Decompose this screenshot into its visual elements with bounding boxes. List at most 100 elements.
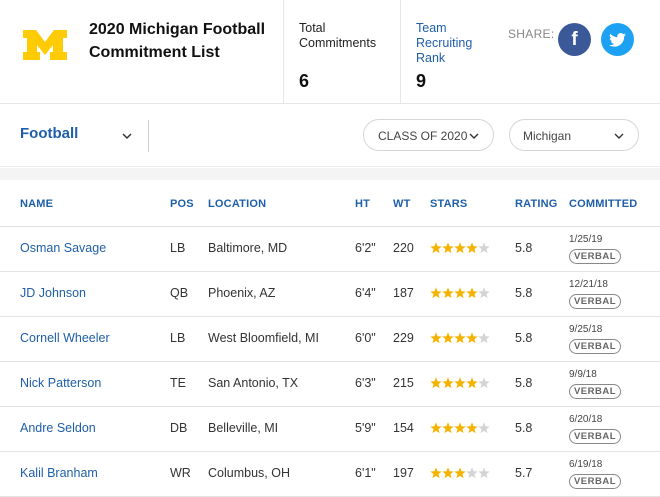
chevron-down-icon [469,133,479,139]
player-location: Baltimore, MD [208,241,288,255]
section-gap [0,168,660,180]
chevron-down-icon [614,133,624,139]
michigan-block-m-logo [23,30,67,60]
commit-date: 12/21/18 [569,279,608,290]
player-location: West Bloomfield, MI [208,331,319,345]
star-filled-icon [466,287,478,299]
class-year-value: CLASS OF 2020 [378,129,468,143]
total-commitments-value: 6 [299,71,310,91]
star-filled-icon [466,332,478,344]
player-name-link[interactable]: Andre Seldon [20,421,96,435]
player-rating: 5.8 [515,421,533,435]
status-badge: VERBAL [569,474,621,489]
page-title: 2020 Michigan Football Commitment List [89,21,266,61]
sport-dropdown[interactable]: Football [20,125,79,142]
star-rating [430,467,490,479]
star-filled-icon [454,287,466,299]
player-rating: 5.8 [515,331,533,345]
status-badge: VERBAL [569,249,621,264]
player-weight: 229 [393,331,414,345]
star-filled-icon [454,242,466,254]
column-header-committed[interactable]: COMMITTED [569,198,638,210]
column-header-ht[interactable]: HT [355,198,371,210]
filter-bar: Football CLASS OF 2020 Michigan [0,105,660,167]
player-weight: 215 [393,376,414,390]
player-name-link[interactable]: Nick Patterson [20,376,102,390]
player-height: 6'3" [355,376,376,390]
star-filled-icon [466,377,478,389]
star-filled-icon [454,332,466,344]
player-name-link[interactable]: Osman Savage [20,241,107,255]
star-empty-icon [478,422,490,434]
star-filled-icon [442,467,454,479]
table-row: Osman Savage LB Baltimore, MD 6'2" 220 5… [0,227,660,272]
column-header-location[interactable]: LOCATION [208,198,267,210]
player-location: Phoenix, AZ [208,286,276,300]
star-filled-icon [442,422,454,434]
team-recruiting-rank-link[interactable]: Team Recruiting Rank [416,21,473,65]
player-name-link[interactable]: Cornell Wheeler [20,331,110,345]
column-header-rating[interactable]: RATING [515,198,558,210]
chevron-down-icon[interactable] [121,130,133,142]
star-empty-icon [466,467,478,479]
star-filled-icon [430,242,442,254]
star-filled-icon [430,287,442,299]
star-empty-icon [478,377,490,389]
table-row: Kalil Branham WR Columbus, OH 6'1" 197 5… [0,452,660,497]
column-header-wt[interactable]: WT [393,198,411,210]
star-rating [430,287,490,299]
star-filled-icon [430,467,442,479]
table-row: Andre Seldon DB Belleville, MI 5'9" 154 … [0,407,660,452]
star-rating [430,422,490,434]
star-filled-icon [454,422,466,434]
filter-divider [148,120,149,152]
star-filled-icon [466,422,478,434]
player-height: 6'4" [355,286,376,300]
column-header-pos[interactable]: POS [170,198,194,210]
player-height: 6'0" [355,331,376,345]
star-filled-icon [454,377,466,389]
column-header-name[interactable]: NAME [20,198,54,210]
player-height: 6'1" [355,466,376,480]
star-filled-icon [442,287,454,299]
column-header-stars[interactable]: STARS [430,198,468,210]
player-position: WR [170,466,191,480]
commit-date: 6/20/18 [569,414,603,425]
star-filled-icon [454,467,466,479]
class-year-select[interactable]: CLASS OF 2020 [363,119,494,151]
facebook-icon: f [571,28,578,50]
status-badge: VERBAL [569,384,621,399]
star-filled-icon [442,377,454,389]
player-name-link[interactable]: JD Johnson [20,286,87,300]
star-filled-icon [430,422,442,434]
player-name-link[interactable]: Kalil Branham [20,466,98,480]
player-location: San Antonio, TX [208,376,299,390]
player-position: QB [170,286,189,300]
commit-date: 6/19/18 [569,459,603,470]
player-rating: 5.8 [515,241,533,255]
player-location: Columbus, OH [208,466,290,480]
header-divider [283,0,284,104]
player-position: DB [170,421,188,435]
star-rating [430,242,490,254]
status-badge: VERBAL [569,294,621,309]
share-label: SHARE: [508,27,555,41]
star-filled-icon [466,242,478,254]
table-row: Cornell Wheeler LB West Bloomfield, MI 6… [0,317,660,362]
star-filled-icon [442,242,454,254]
player-height: 5'9" [355,421,376,435]
player-weight: 220 [393,241,414,255]
status-badge: VERBAL [569,429,621,444]
star-rating [430,377,490,389]
player-position: TE [170,376,186,390]
team-select[interactable]: Michigan [509,119,639,151]
player-rating: 5.8 [515,286,533,300]
team-recruiting-rank-value: 9 [416,71,427,91]
twitter-icon [609,32,626,47]
player-position: LB [170,241,186,255]
star-filled-icon [430,332,442,344]
facebook-share-button[interactable]: f [558,23,591,56]
star-filled-icon [430,377,442,389]
twitter-share-button[interactable] [601,23,634,56]
player-height: 6'2" [355,241,376,255]
